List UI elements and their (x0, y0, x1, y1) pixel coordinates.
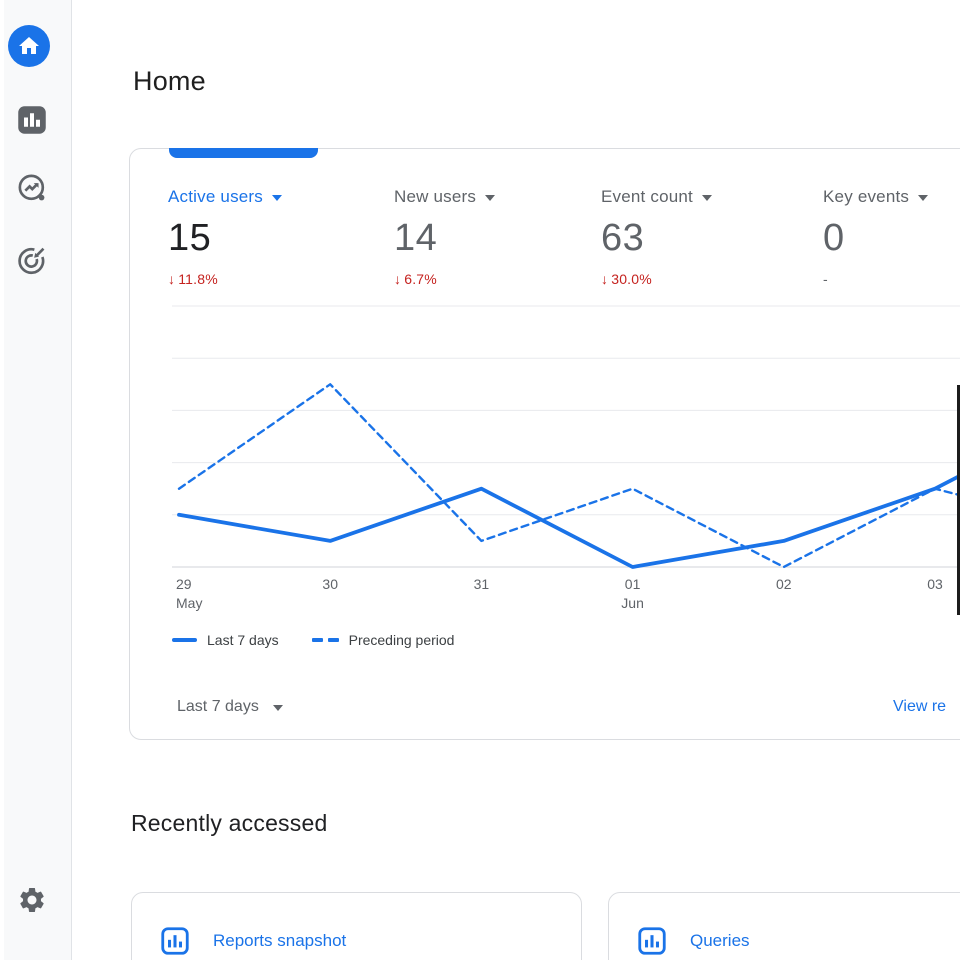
svg-text:May: May (176, 595, 202, 611)
explore-icon (16, 172, 48, 204)
date-range-selector[interactable]: Last 7 days (177, 698, 283, 716)
chevron-down-icon[interactable] (918, 195, 929, 201)
metric-label: Active users (168, 187, 263, 206)
nav-admin-button[interactable] (11, 879, 53, 921)
svg-text:30: 30 (322, 576, 338, 592)
admin-gear-icon (17, 885, 47, 915)
recently-accessed-title: Recently accessed (131, 810, 328, 836)
down-arrow-icon: ↓ (394, 271, 402, 287)
down-arrow-icon: ↓ (601, 271, 609, 287)
recent-card-reports-snapshot[interactable]: Reports snapshot (131, 892, 582, 960)
advertising-icon (16, 245, 48, 277)
dashed-line-swatch (311, 638, 339, 642)
window-left-edge (0, 0, 4, 960)
chevron-down-icon[interactable] (272, 195, 282, 201)
reports-icon (17, 105, 47, 135)
metric-value: 0 (823, 217, 845, 259)
nav-advertising-button[interactable] (11, 240, 53, 282)
svg-text:01: 01 (625, 576, 641, 592)
metric-event-count[interactable]: Event count 63 ↓ 30.0% (601, 187, 712, 287)
bar-chart-icon (161, 927, 189, 955)
view-reports-link[interactable]: View re (893, 698, 947, 715)
nav-explore-button[interactable] (11, 167, 53, 209)
metric-delta: - (823, 271, 828, 287)
metric-delta: ↓ 30.0% (601, 271, 652, 287)
solid-line-swatch (172, 638, 197, 642)
metric-label: New users (394, 187, 477, 206)
card-footer: Last 7 days View re (130, 692, 960, 728)
bar-chart-icon (638, 927, 666, 955)
chevron-down-icon[interactable] (701, 195, 712, 201)
metric-delta: ↓ 6.7% (394, 271, 437, 287)
metric-label: Key events (823, 187, 910, 206)
metric-new-users[interactable]: New users 14 ↓ 6.7% (394, 187, 496, 287)
selected-metric-indicator (169, 148, 318, 158)
metric-value: 63 (601, 217, 645, 259)
recent-card-label: Queries (690, 931, 750, 950)
legend-label: Preceding period (348, 632, 455, 648)
chevron-down-icon[interactable] (485, 195, 496, 201)
metric-value: 15 (168, 217, 212, 259)
nav-reports-button[interactable] (11, 99, 53, 141)
home-icon (17, 34, 41, 58)
home-overview-card: 29 May 30 31 01 Jun 02 03 Active users 15 ↓ 11.8… (129, 148, 960, 740)
metric-value: 14 (394, 217, 438, 259)
page-title: Home (133, 66, 206, 96)
metric-key-events[interactable]: Key events 0 - (823, 187, 929, 287)
nav-home-button[interactable] (8, 25, 50, 67)
svg-text:29: 29 (176, 576, 192, 592)
legend-label: Last 7 days (207, 632, 279, 648)
svg-text:Jun: Jun (621, 595, 644, 611)
chart-legend: Last 7 days Preceding period (172, 632, 454, 648)
svg-text:03: 03 (927, 576, 943, 592)
chevron-down-icon (272, 705, 283, 711)
svg-text:02: 02 (776, 576, 792, 592)
metric-delta: ↓ 11.8% (168, 271, 218, 287)
metric-label: Event count (601, 187, 693, 206)
svg-text:31: 31 (474, 576, 490, 592)
nav-rail (0, 0, 72, 960)
recent-card-label: Reports snapshot (213, 931, 347, 950)
down-arrow-icon: ↓ (168, 271, 176, 287)
recent-card-queries[interactable]: Queries (608, 892, 960, 960)
metric-active-users[interactable]: Active users 15 ↓ 11.8% (168, 187, 282, 287)
